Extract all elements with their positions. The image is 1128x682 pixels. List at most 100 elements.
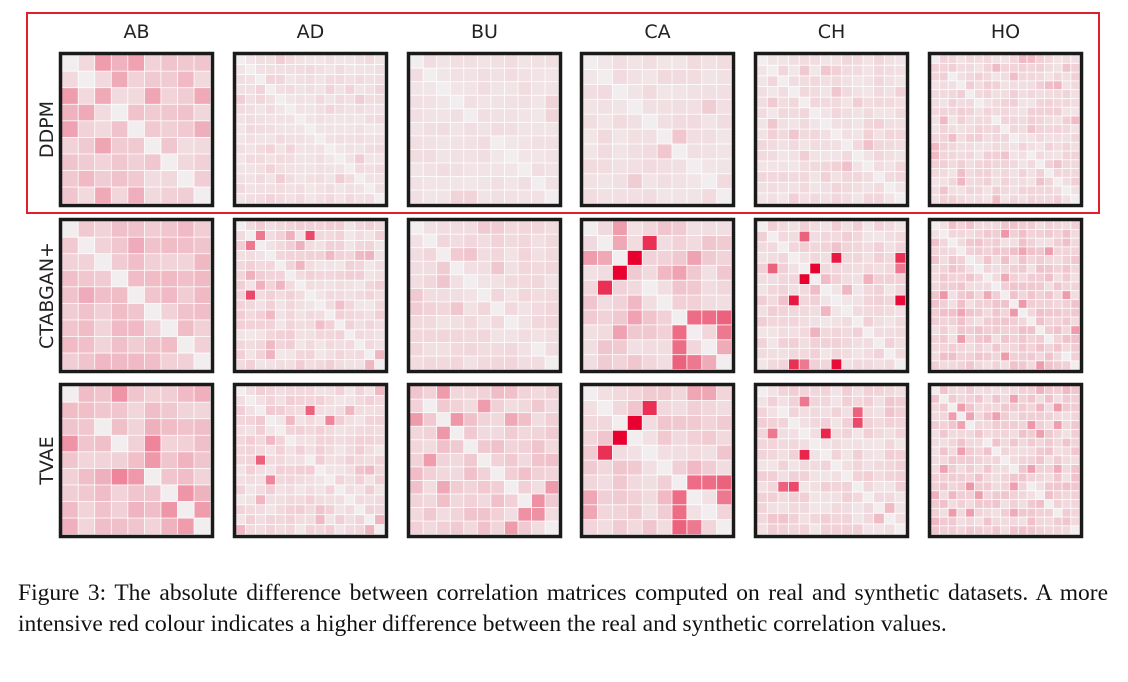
- heatmap-cell: [275, 270, 285, 280]
- heatmap-cell: [423, 467, 437, 481]
- heatmap-cell: [767, 65, 778, 76]
- heatmap-cell: [757, 295, 767, 306]
- heatmap-cell: [504, 55, 518, 68]
- heatmap-cell: [874, 316, 884, 327]
- heatmap-cell: [1062, 291, 1071, 300]
- heatmap-tvae-bu: [406, 382, 563, 539]
- heatmap-cell: [852, 182, 863, 193]
- heatmap-cell: [450, 82, 464, 95]
- heatmap-cell: [464, 494, 477, 508]
- heatmap-cell: [831, 118, 842, 129]
- heatmap-cell: [810, 97, 821, 108]
- heatmap-cell: [874, 263, 884, 274]
- heatmap-cell: [799, 492, 810, 503]
- heatmap-cell: [874, 55, 884, 65]
- heatmap-cell: [1027, 273, 1036, 282]
- heatmap-cell: [874, 524, 884, 535]
- heatmap-cell: [983, 299, 992, 308]
- heatmap-cell: [974, 195, 983, 204]
- heatmap-cell: [992, 526, 1001, 535]
- heatmap-cell: [1053, 195, 1062, 204]
- heatmap-cell: [1036, 90, 1045, 99]
- heatmap-cell: [545, 55, 559, 68]
- heatmap-cell: [874, 150, 884, 161]
- heatmap-cell: [518, 55, 532, 68]
- heatmap-cell: [992, 482, 1001, 491]
- heatmap-cell: [874, 386, 884, 396]
- heatmap-cell: [874, 348, 884, 359]
- heatmap-cell: [1009, 491, 1018, 500]
- heatmap-cell: [992, 133, 1001, 142]
- heatmap-cell: [657, 475, 672, 490]
- heatmap-cell: [345, 395, 355, 406]
- heatmap-cell: [1044, 308, 1053, 317]
- heatmap-cell: [315, 114, 325, 124]
- heatmap-cell: [863, 338, 874, 348]
- heatmap-cell: [265, 270, 275, 280]
- heatmap-cell: [128, 237, 144, 254]
- heatmap-cell: [335, 340, 345, 350]
- heatmap-cell: [831, 306, 842, 316]
- heatmap-cell: [464, 426, 477, 440]
- heatmap-cell: [810, 284, 821, 295]
- heatmap-cell: [948, 186, 957, 195]
- heatmap-cell: [1001, 343, 1010, 352]
- heatmap-cell: [1001, 107, 1010, 116]
- heatmap-cell: [315, 260, 325, 270]
- heatmap-cell: [1062, 421, 1071, 430]
- heatmap-cell: [810, 524, 821, 535]
- heatmap-cell: [767, 396, 778, 407]
- heatmap-cell: [1053, 464, 1062, 473]
- heatmap-cell: [1009, 116, 1018, 125]
- heatmap-cell: [245, 94, 256, 104]
- heatmap-cell: [464, 176, 477, 190]
- heatmap-cell: [884, 193, 895, 204]
- heatmap-frame: [58, 51, 215, 208]
- heatmap-cell: [450, 426, 464, 440]
- heatmap-cell: [355, 340, 365, 350]
- heatmap-cell: [939, 421, 948, 430]
- heatmap-cell: [831, 295, 842, 306]
- heatmap-cell: [545, 386, 559, 399]
- heatmap-cell: [642, 340, 657, 355]
- heatmap-cell: [810, 396, 821, 407]
- heatmap-cell: [245, 250, 256, 260]
- heatmap-cell: [477, 480, 491, 494]
- heatmap-cell: [831, 231, 842, 242]
- heatmap-cell: [437, 288, 450, 302]
- heatmap-cell: [767, 481, 778, 492]
- heatmap-cell: [874, 417, 884, 428]
- heatmap-cell: [1062, 317, 1071, 326]
- heatmap-cell: [285, 485, 295, 495]
- heatmap-cell: [1027, 343, 1036, 352]
- heatmap-cell: [345, 94, 355, 104]
- heatmap-cell: [957, 133, 966, 142]
- heatmap-cell: [642, 430, 657, 445]
- heatmap-cell: [275, 164, 285, 174]
- heatmap-cell: [767, 55, 778, 65]
- heatmap-cell: [788, 284, 799, 295]
- heatmap-cell: [255, 310, 265, 320]
- heatmap-cell: [375, 435, 385, 445]
- heatmap-cell: [144, 485, 161, 502]
- heatmap-cell: [177, 104, 194, 121]
- heatmap-cell: [1036, 116, 1045, 125]
- heatmap-cell: [161, 320, 178, 337]
- heatmap-cell: [992, 361, 1001, 370]
- heatmap-cell: [799, 76, 810, 87]
- heatmap-cell: [1009, 195, 1018, 204]
- heatmap-cell: [275, 425, 285, 435]
- heatmap-cell: [345, 84, 355, 94]
- heatmap-cell: [939, 308, 948, 317]
- heatmap-cell: [1036, 499, 1045, 508]
- heatmap-cell: [285, 386, 295, 396]
- heatmap-cell: [1018, 282, 1027, 291]
- heatmap-cell: [518, 190, 532, 204]
- heatmap-cell: [863, 316, 874, 327]
- heatmap-cell: [778, 407, 789, 418]
- heatmap-cell: [992, 55, 1001, 63]
- heatmap-cell: [1071, 499, 1080, 508]
- heatmap-cell: [820, 129, 831, 140]
- heatmap-cell: [1071, 63, 1080, 72]
- heatmap-cell: [345, 465, 355, 475]
